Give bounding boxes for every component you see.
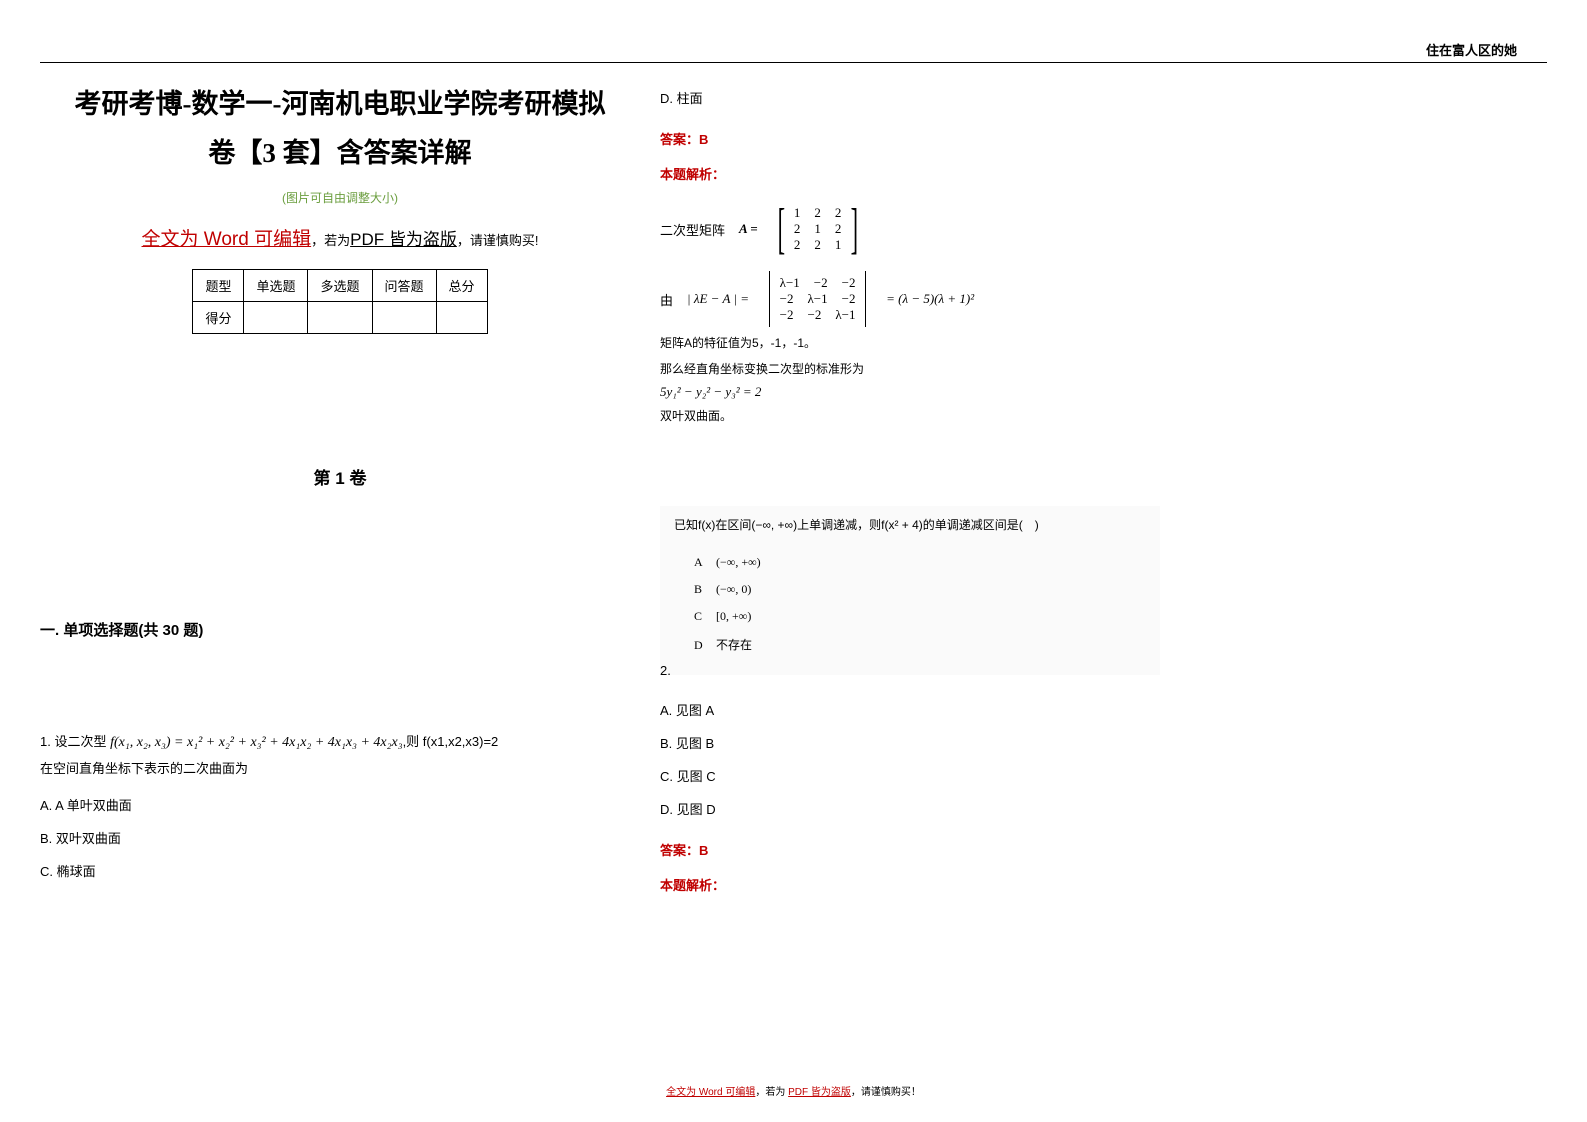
footer-c: PDF 皆为盗版 — [788, 1087, 851, 1098]
mat-cell: 2 — [835, 221, 842, 237]
mat-cell: −2 — [842, 291, 856, 307]
mat-cell: 2 — [814, 205, 821, 221]
bracket-left-icon: [ — [777, 197, 784, 261]
q2-answer: 答案：B — [660, 840, 1160, 859]
left-column: 考研考博-数学一-河南机电职业学院考研模拟 卷【3 套】含答案详解 (图片可自由… — [40, 80, 640, 880]
analysis-det-label: | λE − A | = — [687, 291, 749, 307]
q1-analysis-label: 本题解析： — [660, 164, 1160, 183]
q1-option-d: D. 柱面 — [660, 88, 1160, 107]
analysis-l1-pre: 二次型矩阵 — [660, 220, 725, 239]
q1-option-c: C. 椭球面 — [40, 861, 640, 880]
mat-cell: 2 — [794, 237, 801, 253]
q2-inner-opt-a: A(−∞, +∞) — [694, 555, 1146, 570]
mat-cell: −2 — [807, 307, 821, 323]
mat-cell: −2 — [780, 291, 794, 307]
footer-d: ，请谨慎购买！ — [851, 1087, 921, 1098]
q2-option-a: A. 见图 A — [660, 700, 1160, 719]
q2-analysis-label: 本题解析： — [660, 875, 1160, 894]
score-table: 题型 单选题 多选题 问答题 总分 得分 — [192, 269, 487, 334]
q2-option-b: B. 见图 B — [660, 733, 1160, 752]
q1-analysis-body: 二次型矩阵 A = [ 122 212 221 ] 由 | λE − A | =… — [660, 197, 1160, 426]
footer-b: ，若为 — [755, 1087, 788, 1098]
mat-cell: 2 — [814, 237, 821, 253]
q2-opt-b-val: (−∞, 0) — [716, 582, 751, 596]
analysis-l5: 5y₁² − y₂² − y₃² = 2 — [660, 384, 1160, 400]
q1-option-b: B. 双叶双曲面 — [40, 828, 640, 847]
mat-cell: −2 — [780, 307, 794, 323]
matrix-A: [ 122 212 221 ] — [772, 197, 864, 261]
q2-opt-d-val: 不存在 — [716, 638, 752, 652]
td-empty — [244, 302, 308, 334]
mat-cell: 2 — [835, 205, 842, 221]
warning-line: 全文为 Word 可编辑，若为PDF 皆为盗版，请谨慎购买! — [40, 224, 640, 251]
td-empty — [436, 302, 487, 334]
bracket-right-icon: ] — [851, 197, 858, 261]
mat-cell: −2 — [814, 275, 828, 291]
th-single: 单选题 — [244, 270, 308, 302]
right-column: D. 柱面 答案：B 本题解析： 二次型矩阵 A = [ 122 212 221… — [660, 80, 1160, 894]
mat-cell: λ−1 — [807, 291, 827, 307]
q1-line2: 在空间直角坐标下表示的二次曲面为 — [40, 761, 248, 776]
q2-opt-a-val: (−∞, +∞) — [716, 555, 761, 569]
table-row: 题型 单选题 多选题 问答题 总分 — [193, 270, 487, 302]
warn-word-editable: 全文为 Word 可编辑 — [142, 229, 312, 250]
q1-option-a: A. A 单叶双曲面 — [40, 795, 640, 814]
q2-inner-opt-b: B(−∞, 0) — [694, 582, 1146, 597]
td-empty — [372, 302, 436, 334]
q1-prefix: 1. 设二次型 — [40, 734, 106, 749]
q2-inner-opt-c: C[0, +∞) — [694, 609, 1146, 624]
page-title: 考研考博-数学一-河南机电职业学院考研模拟 卷【3 套】含答案详解 — [40, 80, 640, 177]
mat-cell: λ−1 — [835, 307, 855, 323]
mat-cell: λ−1 — [780, 275, 800, 291]
th-type: 题型 — [193, 270, 244, 302]
footer-a: 全文为 Word 可编辑 — [666, 1087, 755, 1098]
volume-label: 第 1 卷 — [40, 464, 640, 489]
th-total: 总分 — [436, 270, 487, 302]
det-bar-right-icon — [865, 271, 866, 327]
analysis-l4: 那么经直角坐标变换二次型的标准形为 — [660, 359, 1160, 379]
warn-mid: ，若为 — [311, 233, 350, 248]
q2-prompt: 已知f(x)在区间(−∞, +∞)上单调递减，则f(x² + 4)的单调递减区间… — [674, 516, 1146, 533]
td-score-label: 得分 — [193, 302, 244, 334]
mat-cell: 2 — [794, 221, 801, 237]
mat-cell: 1 — [835, 237, 842, 253]
analysis-A-label: A = — [739, 221, 758, 237]
title-line1: 考研考博-数学一-河南机电职业学院考研模拟 — [75, 89, 606, 119]
mat-cell: 1 — [814, 221, 821, 237]
q2-option-d: D. 见图 D — [660, 799, 1160, 818]
analysis-l2-pre: 由 — [660, 290, 673, 309]
footer: 全文为 Word 可编辑，若为 PDF 皆为盗版，请谨慎购买！ — [0, 1083, 1587, 1098]
q1-answer: 答案：B — [660, 129, 1160, 148]
q1-formula: f(x₁, x₂, x₃) = x₁² + x₂² + x₃² + 4x₁x₂ … — [110, 735, 402, 750]
det-bar-left-icon — [769, 271, 770, 327]
matrix-row-det: 由 | λE − A | = λ−1−2−2 −2λ−1−2 −2−2λ−1 =… — [660, 271, 1160, 327]
mat-cell: 1 — [794, 205, 801, 221]
th-multi: 多选题 — [308, 270, 372, 302]
resize-note: (图片可自由调整大小) — [40, 189, 640, 206]
q2-number: 2. — [660, 663, 1160, 678]
th-qa: 问答题 — [372, 270, 436, 302]
analysis-l2-post: = (λ − 5)(λ + 1)² — [886, 291, 974, 307]
matrix-row-a: 二次型矩阵 A = [ 122 212 221 ] — [660, 197, 1160, 261]
table-row: 得分 — [193, 302, 487, 334]
td-empty — [308, 302, 372, 334]
question-1: 1. 设二次型 f(x₁, x₂, x₃) = x₁² + x₂² + x₃² … — [40, 730, 640, 781]
q2-opt-c-val: [0, +∞) — [716, 609, 751, 623]
q2-option-c: C. 见图 C — [660, 766, 1160, 785]
matrix-det: λ−1−2−2 −2λ−1−2 −2−2λ−1 — [763, 271, 872, 327]
section-title: 一. 单项选择题(共 30 题) — [40, 619, 640, 640]
warn-tail: ，请谨慎购买! — [457, 233, 539, 248]
q1-mid: ,则 f(x1,x2,x3)=2 — [403, 734, 499, 749]
analysis-l6: 双叶双曲面。 — [660, 406, 1160, 426]
header-note: 住在富人区的她 — [1426, 40, 1517, 59]
mat-cell: −2 — [842, 275, 856, 291]
header-rule — [40, 62, 1547, 63]
q2-inner-opt-d: D不存在 — [694, 636, 1146, 653]
analysis-l3: 矩阵A的特征值为5，-1，-1。 — [660, 333, 1160, 353]
title-line2: 卷【3 套】含答案详解 — [208, 138, 471, 168]
warn-pdf: PDF 皆为盗版 — [350, 230, 457, 249]
question-2-box: 已知f(x)在区间(−∞, +∞)上单调递减，则f(x² + 4)的单调递减区间… — [660, 506, 1160, 675]
